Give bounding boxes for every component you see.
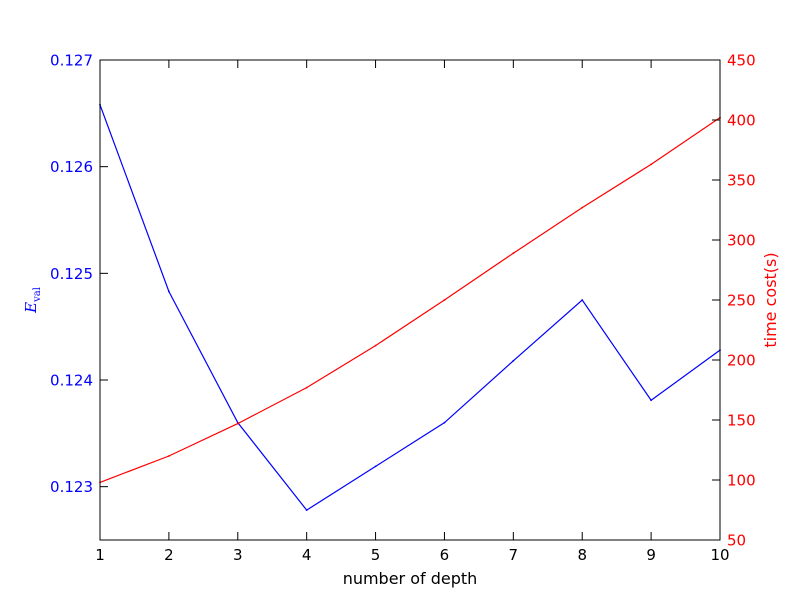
- x-tick-label: 6: [440, 546, 450, 564]
- data-point-left-4: [305, 509, 308, 512]
- x-tick-label: 10: [710, 546, 729, 564]
- x-tick-label: 2: [164, 546, 174, 564]
- x-tick-label: 1: [95, 546, 105, 564]
- plot-frame: [99, 59, 721, 541]
- x-tick-label: 7: [509, 546, 519, 564]
- series-line-left: [99, 104, 721, 511]
- data-point-right-2: [167, 455, 170, 457]
- y-tick-label-left: 0.123: [50, 478, 93, 496]
- x-tick-label: 8: [577, 546, 587, 564]
- y-tick-label-left: 0.127: [50, 52, 93, 70]
- y-tick-label-left: 0.124: [50, 372, 93, 390]
- data-point-right-5: [374, 344, 377, 347]
- data-point-left-5: [374, 465, 377, 468]
- y-axis-label-left-sub: val: [32, 287, 43, 303]
- data-point-right-8: [581, 206, 584, 209]
- data-point-right-7: [512, 252, 515, 255]
- y-tick-label-right: 400: [727, 112, 756, 130]
- y-tick-label-right: 150: [727, 412, 756, 430]
- data-point-right-4: [305, 386, 308, 389]
- y-tick-label-right: 350: [727, 172, 756, 190]
- series-layer: [99, 103, 721, 512]
- y-tick-label-right: 450: [727, 52, 756, 70]
- y-axis-label-right: time cost(s): [761, 252, 780, 347]
- ticks-layer: 1 2 3 4 5 6 7 8 9 10 0.123 0.124 0.125 0.126 0.127 50 10…: [50, 52, 756, 565]
- y-tick-label-right: 300: [727, 232, 756, 250]
- y-tick-label-right: 50: [727, 532, 746, 550]
- data-point-left-9: [650, 399, 653, 402]
- x-tick-label: 9: [646, 546, 656, 564]
- data-point-left-2: [167, 290, 170, 293]
- y-axis-label-left-main: E: [22, 302, 40, 314]
- data-point-right-9: [650, 163, 653, 166]
- y-tick-label-right: 100: [727, 472, 756, 490]
- data-point-left-6: [443, 421, 446, 424]
- data-point-left-7: [512, 359, 515, 362]
- data-point-left-8: [581, 299, 584, 301]
- series-line-right: [99, 117, 721, 483]
- y-tick-label-left: 0.125: [50, 265, 93, 283]
- y-tick-label-right: 200: [727, 352, 756, 370]
- data-point-right-3: [236, 422, 239, 425]
- x-tick-label: 4: [302, 546, 312, 564]
- y-axis-label-left: Eval: [22, 287, 43, 314]
- x-tick-label: 3: [233, 546, 243, 564]
- x-tick-label: 5: [371, 546, 381, 564]
- y-tick-label-left: 0.126: [50, 158, 93, 176]
- data-point-right-6: [443, 299, 446, 301]
- y-tick-label-right: 250: [727, 292, 756, 310]
- x-axis-label: number of depth: [343, 569, 478, 588]
